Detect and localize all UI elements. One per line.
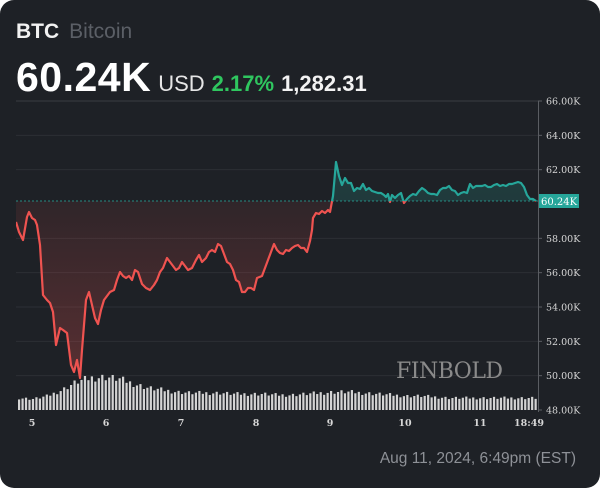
svg-text:6: 6 [103, 418, 110, 429]
svg-text:11: 11 [473, 418, 486, 429]
timestamp: Aug 11, 2024, 6:49pm (EST) [379, 450, 576, 467]
svg-text:52.00K: 52.00K [546, 337, 581, 348]
current-price-tag [539, 194, 579, 208]
ticker-row: BTC Bitcoin [16, 20, 132, 44]
svg-text:5: 5 [29, 418, 36, 429]
svg-text:48.00K: 48.00K [546, 406, 581, 417]
change-absolute: 1,282.31 [281, 71, 367, 96]
svg-text:66.00K: 66.00K [546, 97, 581, 108]
svg-text:62.00K: 62.00K [546, 165, 581, 176]
current-price-tag-label: 60.24K [541, 197, 578, 208]
x-axis-labels: 5 6 7 8 9 10 11 18:49 [29, 418, 545, 429]
change-percent: 2.17% [211, 71, 275, 96]
asset-name: Bitcoin [69, 20, 133, 43]
ticker-symbol: BTC [16, 20, 60, 43]
svg-text:18:49: 18:49 [514, 418, 544, 429]
finbold-watermark: FINBOLD [396, 359, 503, 384]
svg-text:8: 8 [253, 418, 260, 429]
svg-text:9: 9 [327, 418, 334, 429]
svg-text:50.00K: 50.00K [546, 371, 581, 382]
currency-label: USD [158, 71, 205, 96]
volume-bars [18, 374, 537, 410]
current-price: 60.24K [16, 54, 152, 100]
svg-text:54.00K: 54.00K [546, 303, 581, 314]
svg-text:7: 7 [178, 418, 185, 429]
price-line [16, 160, 537, 380]
svg-text:58.00K: 58.00K [546, 234, 581, 245]
svg-text:10: 10 [398, 418, 412, 429]
svg-text:64.00K: 64.00K [546, 131, 581, 142]
price-row: 60.24K USD 2.17% 1,282.31 [16, 54, 367, 101]
svg-text:56.00K: 56.00K [546, 268, 581, 279]
y-axis-labels: 48.00K 50.00K 52.00K 54.00K 56.00K 58.00K 62.0… [538, 97, 581, 417]
